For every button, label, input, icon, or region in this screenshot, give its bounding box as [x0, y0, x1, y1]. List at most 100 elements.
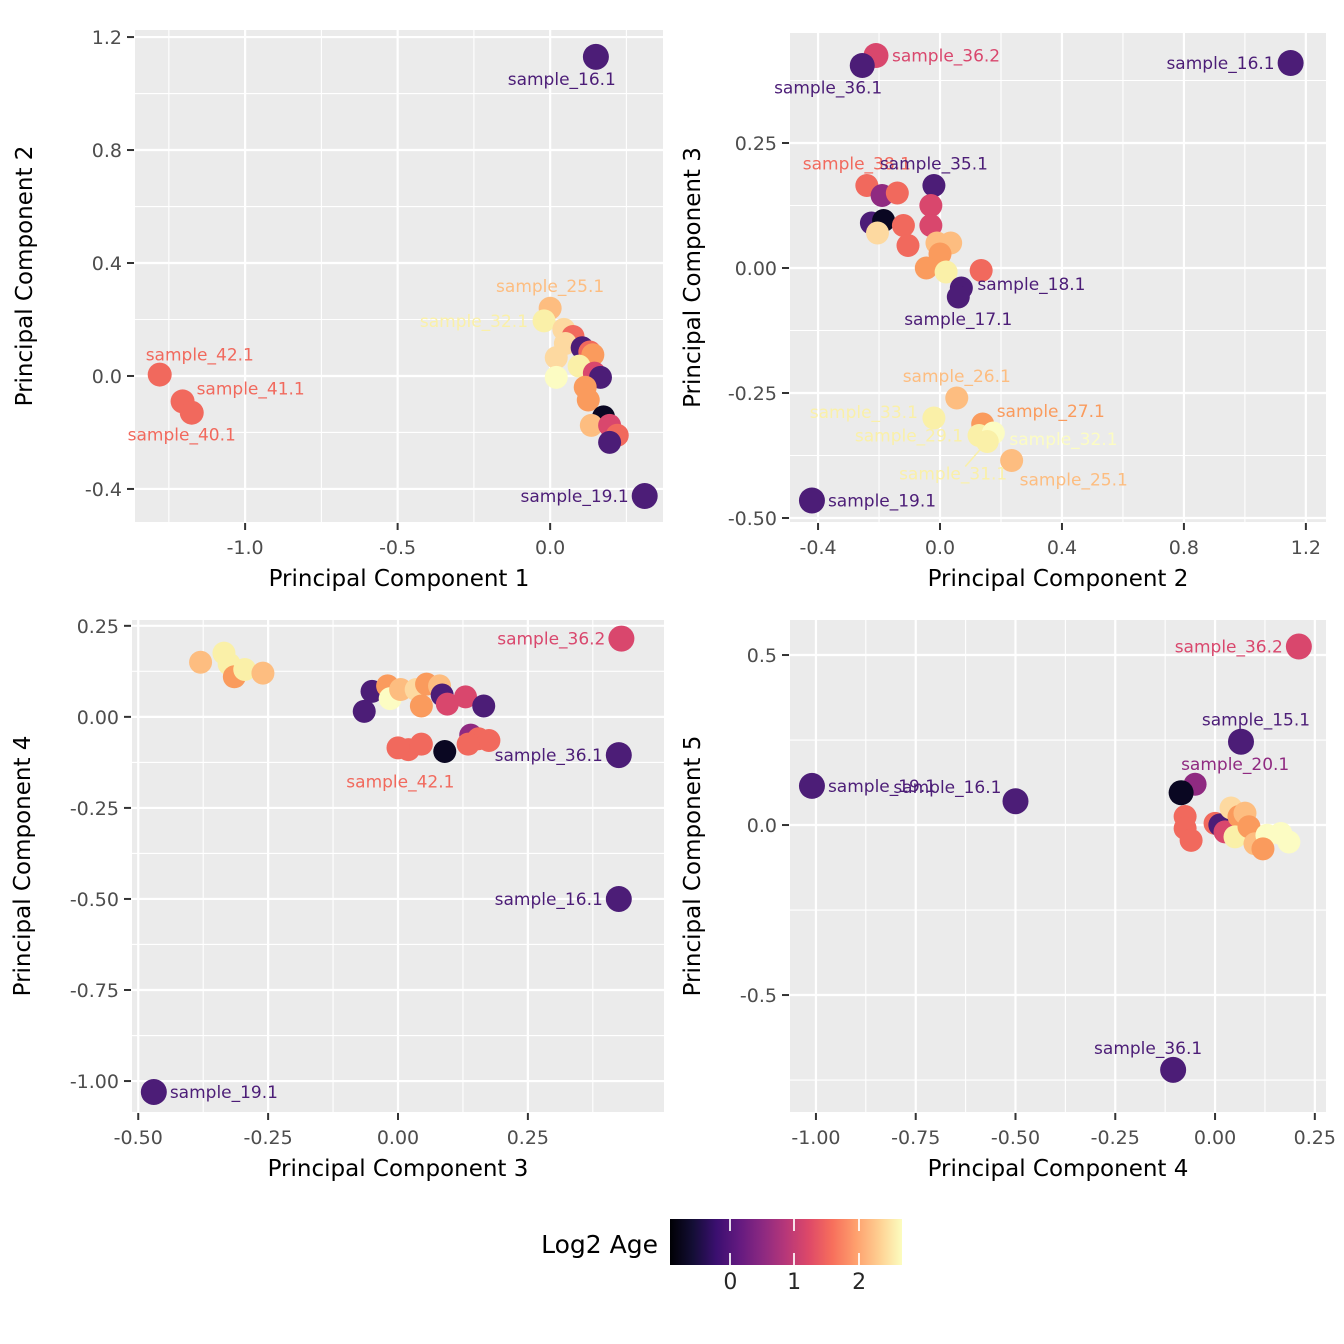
point-label: sample_36.1: [774, 79, 882, 99]
y-axis-title: Principal Component 2: [12, 146, 38, 407]
point-label: sample_19.1: [170, 1083, 278, 1103]
data-point: [435, 692, 459, 716]
data-point: [919, 194, 943, 217]
colorbar-tick-1: 1: [787, 1270, 802, 1295]
point-label: sample_26.1: [903, 367, 1011, 387]
point-label: sample_19.1: [828, 777, 936, 797]
x-tick-label: 0.25: [507, 1127, 549, 1149]
data-point: [605, 885, 632, 912]
y-axis-title: Principal Component 5: [680, 736, 706, 997]
point-label: sample_16.1: [495, 890, 603, 910]
y-tick-label: -0.75: [70, 980, 119, 1002]
data-point: [233, 658, 257, 682]
point-label: sample_17.1: [904, 310, 1012, 330]
x-tick-label: -0.25: [1091, 1127, 1140, 1149]
data-point: [608, 625, 635, 652]
data-point: [922, 174, 946, 197]
point-label: sample_19.1: [828, 492, 936, 512]
data-point: [891, 214, 915, 237]
point-label: sample_20.1: [1181, 755, 1289, 775]
panel-background: [135, 30, 663, 522]
data-point: [1168, 780, 1194, 806]
y-tick-label: -0.4: [85, 479, 122, 501]
x-axis-title: Principal Component 1: [269, 566, 530, 592]
data-point: [544, 365, 568, 389]
data-point: [576, 388, 600, 412]
point-label: sample_16.1: [1166, 54, 1274, 74]
x-tick-label: -0.75: [891, 1127, 940, 1149]
point-label: sample_18.1: [977, 275, 1085, 295]
y-tick-label: -0.25: [70, 798, 119, 820]
x-tick-label: -1.0: [227, 537, 264, 559]
data-point: [1251, 837, 1275, 861]
data-point: [866, 221, 890, 245]
x-axis-title: Principal Component 2: [928, 566, 1189, 592]
y-tick-label: 0.00: [77, 707, 119, 729]
x-tick-label: 0.25: [1294, 1127, 1336, 1149]
colorbar-gradient: [670, 1219, 902, 1265]
data-point: [433, 739, 457, 763]
colorbar-tick-mark: [858, 1219, 861, 1231]
data-point: [945, 386, 969, 410]
point-label: sample_16.1: [893, 778, 1001, 798]
data-point: [386, 736, 410, 760]
x-tick-label: 1.2: [1291, 537, 1321, 559]
data-point: [849, 53, 875, 78]
y-tick-label: -0.50: [70, 889, 119, 911]
x-tick-label: -0.50: [991, 1127, 1040, 1149]
data-point: [798, 772, 825, 799]
x-tick-label: 0.00: [1194, 1127, 1236, 1149]
data-point: [1277, 50, 1304, 76]
y-tick-label: 0.25: [77, 616, 119, 638]
data-point: [477, 729, 501, 753]
point-label: sample_36.1: [495, 746, 603, 766]
point-label: sample_36.1: [1094, 1039, 1202, 1059]
data-point: [1179, 828, 1203, 852]
data-point: [454, 685, 478, 709]
y-tick-label: 0.4: [92, 253, 122, 275]
x-tick-label: -0.5: [379, 537, 416, 559]
data-point: [631, 483, 658, 510]
y-tick-label: -0.5: [740, 985, 777, 1007]
data-point: [946, 285, 970, 309]
colorbar-tick-2: 2: [852, 1270, 867, 1295]
data-point: [605, 742, 632, 769]
point-label: sample_35.1: [880, 155, 988, 175]
point-label: sample_36.2: [497, 630, 605, 650]
point-label: sample_36.2: [1175, 638, 1283, 658]
data-point: [409, 732, 433, 756]
x-tick-label: -1.00: [791, 1127, 840, 1149]
data-point: [922, 406, 946, 430]
x-tick-label: 0.00: [377, 1127, 419, 1149]
data-point: [969, 259, 993, 282]
x-axis-title: Principal Component 4: [928, 1156, 1189, 1182]
colorbar-tick-mark: [858, 1253, 861, 1265]
panel-pc2-pc3: -0.4 0.0 0.4 0.8 1.2 0.25 0.00 -0.25 -0.50 Princi…: [680, 33, 1326, 592]
point-label: sample_32.1: [420, 312, 528, 332]
data-point: [582, 43, 609, 70]
data-point: [147, 362, 172, 387]
y-tick-label: -0.25: [728, 383, 777, 405]
data-point: [1002, 788, 1029, 815]
x-tick-label: 0.0: [925, 537, 955, 559]
point-label: sample_42.1: [146, 346, 254, 366]
x-tick-label: -0.4: [800, 537, 837, 559]
point-label: sample_25.1: [1020, 471, 1128, 491]
data-point: [885, 181, 909, 205]
data-point: [1160, 1056, 1187, 1083]
x-axis-title: Principal Component 3: [268, 1156, 529, 1182]
y-axis-title: Principal Component 3: [680, 147, 706, 408]
panel-pc1-pc2: -1.0 -0.5 0.0 1.2 0.8 0.4 0.0 -0.4 Principal Com…: [12, 27, 663, 592]
data-point: [179, 400, 204, 425]
data-point: [798, 487, 825, 514]
data-point: [532, 309, 556, 333]
point-label: sample_32.1: [1009, 430, 1117, 450]
data-point: [579, 413, 603, 437]
colorbar-tick-0: 0: [723, 1270, 738, 1295]
point-label: sample_19.1: [521, 487, 629, 507]
point-label: sample_29.1: [855, 427, 963, 447]
data-point: [914, 256, 938, 280]
data-point: [140, 1078, 167, 1105]
